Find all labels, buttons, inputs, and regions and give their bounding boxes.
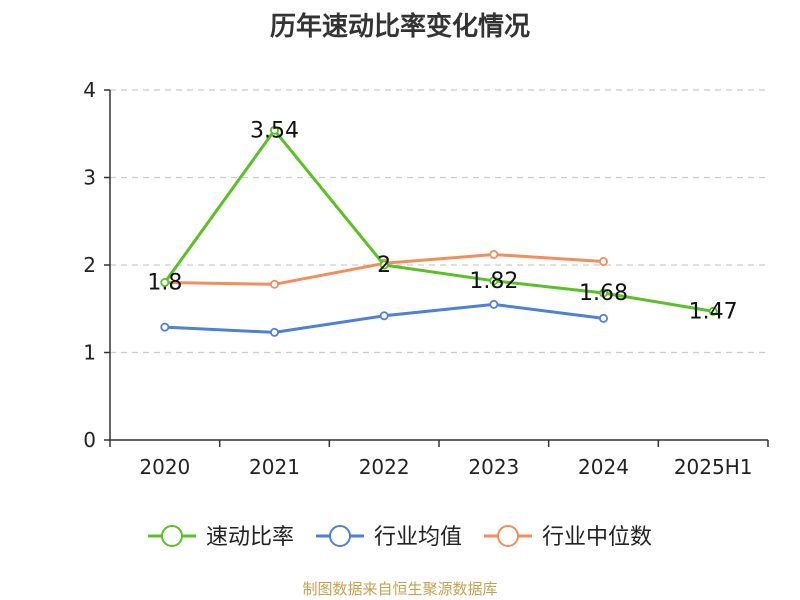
data-point [489, 249, 499, 259]
y-tick-label: 0 [83, 428, 96, 452]
x-tick-label: 2024 [578, 455, 629, 479]
data-label: 1.47 [689, 299, 738, 324]
x-tick-label: 2020 [139, 455, 190, 479]
footer-source-note: 制图数据来自恒生聚源数据库 [302, 580, 498, 598]
legend-label: 行业中位数 [542, 525, 652, 550]
data-label: 1.82 [469, 269, 518, 294]
y-tick-label: 3 [83, 166, 96, 190]
x-tick-label: 2025H1 [674, 455, 753, 479]
data-point [708, 306, 718, 316]
y-tick-label: 2 [83, 253, 96, 277]
data-point [379, 260, 389, 270]
data-point [269, 327, 279, 337]
y-tick-label: 4 [83, 78, 96, 102]
data-point [379, 311, 389, 321]
legend-item-2[interactable]: 行业中位数 [484, 525, 652, 550]
legend-item-0[interactable]: 速动比率 [148, 525, 294, 550]
data-label: 1.8 [147, 271, 182, 296]
data-label: 1.68 [579, 281, 628, 306]
x-tick-label: 2021 [249, 455, 300, 479]
data-label-layer: 1.8 3.54 2 1.82 1.68 1.47 [147, 118, 737, 324]
chart-title: 历年速动比率变化情况 [269, 12, 530, 42]
legend-swatch-marker [329, 525, 351, 547]
data-label: 2 [377, 253, 391, 278]
legend-swatch-marker [161, 525, 183, 547]
data-point [599, 256, 609, 266]
data-point [489, 276, 499, 286]
legend[interactable]: 速动比率 行业均值 行业中位数 [148, 525, 652, 550]
axis-layer: 0 1 2 3 4 2020 2021 2022 2023 2024 2025H1 [83, 78, 769, 479]
legend-label: 速动比率 [206, 525, 294, 550]
x-tick-label: 2023 [468, 455, 519, 479]
data-label: 3.54 [250, 118, 299, 143]
data-point [160, 277, 170, 287]
data-point [489, 299, 499, 309]
legend-label: 行业均值 [374, 525, 462, 550]
data-point [599, 313, 609, 323]
series-layer [160, 125, 718, 337]
data-point [599, 288, 609, 298]
data-point [160, 322, 170, 332]
x-tick-label: 2022 [359, 455, 410, 479]
series-line-0 [163, 128, 714, 313]
y-tick-label: 1 [83, 341, 96, 365]
data-point [269, 125, 279, 135]
legend-item-1[interactable]: 行业均值 [316, 525, 462, 550]
data-point [269, 279, 279, 289]
legend-swatch-marker [497, 525, 519, 547]
